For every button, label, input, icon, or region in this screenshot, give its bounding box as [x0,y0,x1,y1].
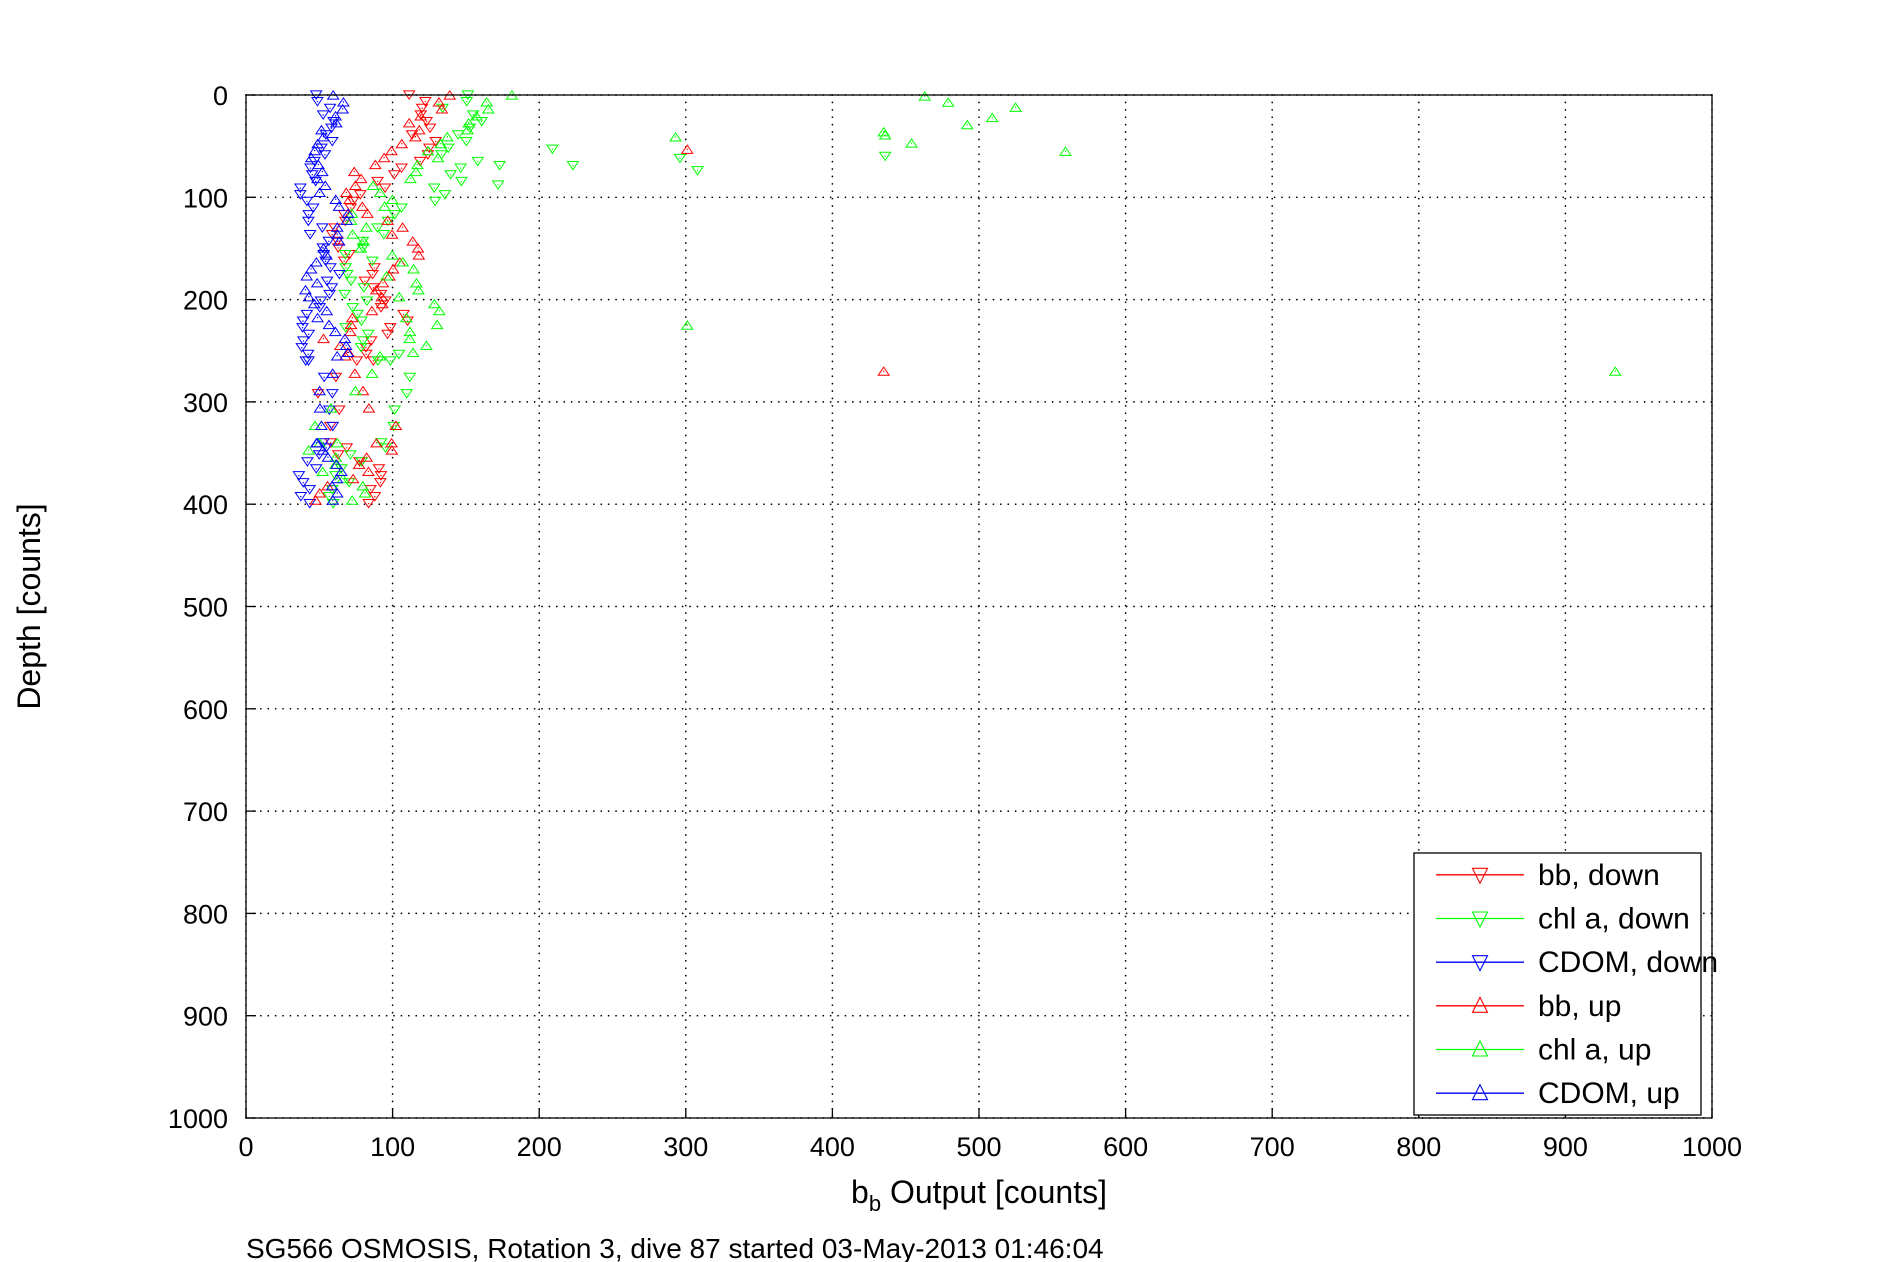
svg-text:400: 400 [810,1132,855,1162]
svg-text:300: 300 [663,1132,708,1162]
svg-text:200: 200 [517,1132,562,1162]
svg-text:Depth [counts]: Depth [counts] [11,503,47,709]
svg-text:800: 800 [1396,1132,1441,1162]
svg-text:300: 300 [183,388,228,418]
svg-text:900: 900 [1543,1132,1588,1162]
svg-text:bb, down: bb, down [1538,859,1660,892]
svg-text:CDOM, up: CDOM, up [1538,1077,1680,1110]
svg-text:0: 0 [238,1132,253,1162]
svg-text:bb, up: bb, up [1538,990,1621,1023]
svg-text:chl a, down: chl a, down [1538,903,1690,936]
svg-text:0: 0 [213,81,228,111]
svg-text:800: 800 [183,899,228,929]
svg-text:600: 600 [1103,1132,1148,1162]
svg-text:chl a, up: chl a, up [1538,1034,1651,1067]
svg-text:SG566 OSMOSIS, Rotation 3, div: SG566 OSMOSIS, Rotation 3, dive 87 start… [246,1233,1104,1262]
svg-text:600: 600 [183,695,228,725]
svg-text:700: 700 [183,797,228,827]
svg-text:900: 900 [183,1002,228,1032]
svg-text:700: 700 [1250,1132,1295,1162]
svg-text:1000: 1000 [168,1104,228,1134]
svg-text:200: 200 [183,286,228,316]
svg-text:500: 500 [183,593,228,623]
svg-text:500: 500 [956,1132,1001,1162]
svg-text:100: 100 [183,183,228,213]
svg-text:CDOM, down: CDOM, down [1538,946,1718,979]
svg-text:1000: 1000 [1682,1132,1742,1162]
svg-text:bb Output [counts]: bb Output [counts] [851,1174,1107,1216]
svg-text:100: 100 [370,1132,415,1162]
svg-text:400: 400 [183,490,228,520]
